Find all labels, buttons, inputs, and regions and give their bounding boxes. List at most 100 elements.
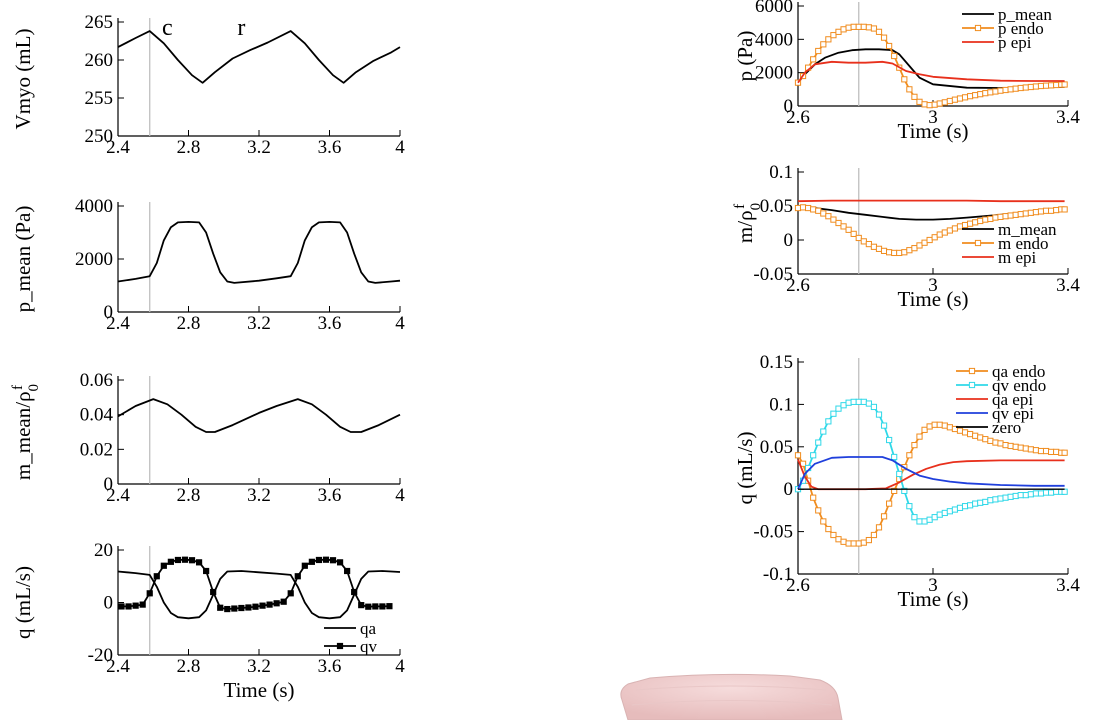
legend-marker (974, 24, 982, 32)
series-marker (820, 41, 827, 48)
legend-marker (968, 381, 976, 389)
x-tick-label: 2.4 (106, 485, 130, 506)
series-marker (835, 536, 842, 543)
series-marker (941, 229, 948, 236)
series-marker (850, 398, 857, 405)
y-tick-label: 255 (85, 88, 114, 109)
chart-r1: 2.6 3 3.4 0 2000 4000 6000 Time (s) p (Pa) p_mean… (733, 0, 1080, 143)
series-marker (936, 511, 943, 518)
series-marker (825, 36, 832, 43)
x-tick-label: 4 (395, 137, 405, 158)
series-marker (911, 93, 918, 100)
series-marker (870, 25, 878, 32)
x-tick-label: 2.6 (786, 275, 810, 296)
series-marker (174, 556, 182, 564)
chart-l1: 2.4 2.8 3.2 3.6 4 250 255 260 265 Vmyo (mL) c r (11, 12, 405, 158)
series-marker (840, 26, 847, 33)
series-marker (901, 249, 908, 256)
y-tick-label: 0.05 (760, 437, 793, 458)
series-marker (245, 604, 252, 611)
x-tick-label: 2.6 (786, 575, 810, 596)
y-tick-label: 0 (784, 230, 794, 251)
series-marker (1037, 208, 1045, 215)
series-marker (946, 508, 953, 515)
series-marker (987, 89, 994, 96)
series-marker (1027, 209, 1034, 216)
y-tick-label: 0.02 (80, 439, 113, 460)
series-marker (118, 603, 125, 610)
y-axis-label: Vmyo (mL) (11, 29, 35, 130)
series-marker (956, 427, 964, 434)
x-tick-label: 3.2 (247, 485, 271, 506)
y-tick-label: 0.04 (80, 405, 114, 426)
series-marker (1022, 84, 1029, 91)
series-marker (1061, 449, 1068, 456)
series-marker (1012, 492, 1019, 500)
series-marker (967, 93, 974, 100)
series-marker (875, 245, 883, 252)
series-marker (921, 426, 928, 433)
series-marker (891, 487, 898, 494)
series-marker (936, 100, 943, 107)
legend-label: p epi (998, 33, 1032, 52)
x-tick-label: 3.4 (1056, 275, 1080, 296)
series-marker (1032, 490, 1040, 497)
series-marker (911, 442, 918, 449)
series-marker (1007, 442, 1014, 450)
series-marker (972, 92, 979, 99)
series-marker (820, 428, 827, 435)
series-line (117, 30, 401, 84)
series-marker (1012, 85, 1019, 92)
x-tick-label: 3.6 (318, 313, 342, 334)
x-tick-label: 4 (395, 313, 405, 334)
y-tick-label: 0 (784, 479, 794, 500)
series-marker (875, 411, 883, 418)
series-marker (891, 249, 898, 257)
legend-label: p endo (998, 19, 1044, 38)
series-marker (987, 497, 994, 504)
x-tick-label: 4 (395, 656, 405, 677)
series-marker (870, 531, 878, 539)
x-tick-label: 3 (928, 575, 938, 596)
series-marker (1002, 86, 1009, 94)
series-marker (956, 223, 964, 230)
legend-label: qv (360, 637, 378, 656)
x-tick-label: 2.4 (106, 656, 130, 677)
series-marker (273, 600, 280, 607)
y-tick-label: 2000 (75, 249, 113, 270)
y-tick-label: 0.1 (769, 162, 793, 183)
legend-marker (968, 367, 976, 375)
x-tick-label: 3.2 (247, 313, 271, 334)
series-marker (1053, 206, 1060, 214)
series-marker (825, 418, 832, 425)
series-marker (850, 23, 857, 30)
series-marker (287, 590, 294, 597)
series-marker (1022, 492, 1029, 499)
series-marker (901, 76, 908, 83)
series-marker (875, 524, 883, 531)
series-marker (855, 23, 862, 30)
series-marker (855, 398, 862, 405)
series-marker (886, 249, 893, 256)
series-marker (840, 538, 847, 545)
series-marker (799, 204, 807, 211)
series-marker (1061, 488, 1068, 495)
series-marker (997, 213, 1004, 220)
series-marker (850, 540, 857, 547)
series-marker (982, 436, 989, 443)
series-marker (810, 494, 817, 501)
series-marker (896, 470, 903, 478)
series-marker (916, 98, 923, 105)
chart-r2: 2.6 3 3.4 -0.05 0 0.05 0.1 Time (s) m/ρ0f m_meanm… (732, 162, 1080, 311)
series-marker (870, 243, 878, 250)
series-line (797, 60, 1065, 84)
series-marker (951, 506, 959, 513)
series-marker (956, 504, 964, 511)
phase-annotation: c (162, 15, 173, 41)
series-marker (217, 604, 224, 611)
y-axis-label: p (Pa) (733, 31, 757, 82)
legend-entry: qv epi (956, 404, 1034, 423)
series-marker (936, 421, 943, 428)
series-marker (835, 219, 842, 227)
